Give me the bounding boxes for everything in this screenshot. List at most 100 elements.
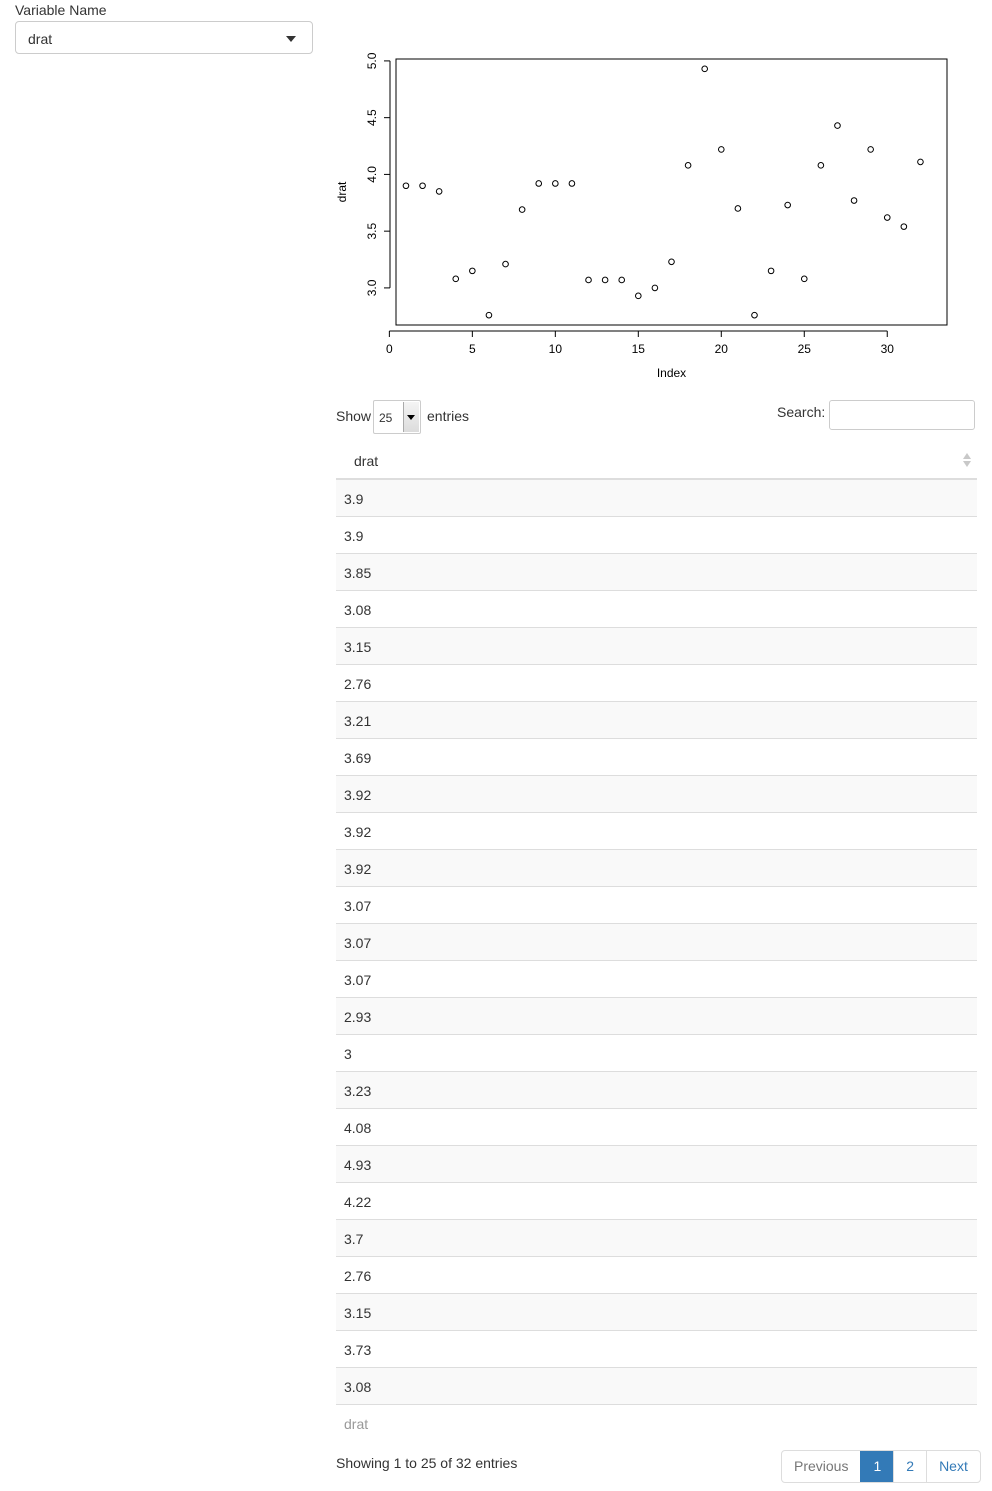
data-point <box>668 258 675 266</box>
table-row: 3.23 <box>336 1072 977 1109</box>
data-point <box>585 276 592 284</box>
table-body: 3.9 3.9 3.85 3.08 3.15 2.76 3.21 3.69 3.92 3.92 3.… <box>336 480 977 1405</box>
data-point <box>850 197 858 204</box>
table-row: 3.92 <box>336 850 977 887</box>
x-tick-label: 30 <box>881 342 895 356</box>
table-cell: 3.07 <box>344 972 372 988</box>
page-button-1[interactable]: 1 <box>860 1451 894 1482</box>
chevron-down-icon <box>286 36 296 42</box>
table-cell: 3.92 <box>344 787 372 803</box>
table-cell: 3.7 <box>344 1231 364 1247</box>
table-row: 3.07 <box>336 924 977 961</box>
table-cell: 3.92 <box>344 824 372 840</box>
table-cell: 4.22 <box>344 1194 372 1210</box>
data-point <box>734 205 742 212</box>
search-input[interactable] <box>829 400 975 430</box>
x-tick-label: 5 <box>469 342 476 356</box>
table-cell: 3.9 <box>344 528 364 544</box>
table-cell: 3.15 <box>344 639 372 655</box>
table-cell: 3.92 <box>344 861 372 877</box>
show-label: Show <box>336 408 372 424</box>
table-cell: 3.07 <box>344 935 372 951</box>
data-point <box>817 162 825 169</box>
table-row: 3.08 <box>336 591 977 628</box>
x-tick-label: 25 <box>798 342 812 356</box>
data-point <box>917 158 924 166</box>
table-cell: 2.93 <box>344 1009 372 1025</box>
variable-select-value: drat <box>28 31 53 47</box>
data-point <box>518 206 526 213</box>
data-point <box>469 267 476 275</box>
y-tick-label: 4.5 <box>365 109 379 126</box>
variable-name-label: Variable Name <box>15 2 107 18</box>
data-point <box>452 275 460 283</box>
data-point <box>502 260 509 268</box>
table-cell: 3.85 <box>344 565 372 581</box>
table-row: 4.08 <box>336 1109 977 1146</box>
table-cell: 4.08 <box>344 1120 372 1136</box>
table-cell: 3.15 <box>344 1305 372 1321</box>
scatter-plot: 0 5 10 15 20 25 30 3.0 3.5 4.0 4.5 5.0 Index drat <box>336 52 948 380</box>
table-cell: 3.73 <box>344 1342 372 1358</box>
variable-select[interactable]: drat <box>15 21 313 54</box>
table-row: 3.07 <box>336 887 977 924</box>
table-cell: 3.21 <box>344 713 372 729</box>
data-point <box>883 214 891 221</box>
data-point <box>784 201 791 209</box>
y-tick-label: 4.0 <box>365 166 379 183</box>
page-length-select[interactable]: 25 <box>373 400 421 434</box>
data-point <box>601 276 609 284</box>
pagination: Previous 1 2 Next <box>781 1450 981 1483</box>
table-cell: 3.23 <box>344 1083 372 1099</box>
previous-button[interactable]: Previous <box>794 1458 849 1474</box>
data-point <box>535 180 543 187</box>
column-header-label: drat <box>354 453 379 469</box>
table-cell: 3.9 <box>344 491 364 507</box>
data-table: drat 3.9 3.9 3.85 3.08 3.15 2.76 3.21 3.69 3.92 3… <box>336 442 977 1441</box>
table-info: Showing 1 to 25 of 32 entries <box>336 1455 518 1471</box>
table-row: 3 <box>336 1035 977 1072</box>
x-axis-label: Index <box>657 366 686 380</box>
table-row: 3.15 <box>336 1294 977 1331</box>
table-row: 3.85 <box>336 554 977 591</box>
footer-column-label: drat <box>344 1416 369 1432</box>
table-cell: 3.08 <box>344 1379 372 1395</box>
data-point <box>834 122 841 129</box>
sort-icon <box>962 453 972 469</box>
x-tick-label: 0 <box>386 342 393 356</box>
table-cell: 3.69 <box>344 750 372 766</box>
table-row: 2.76 <box>336 1257 977 1294</box>
data-point <box>701 65 708 73</box>
y-tick-label: 3.0 <box>365 279 379 296</box>
table-row: 3.15 <box>336 628 977 665</box>
data-point <box>867 146 874 153</box>
data-point <box>618 276 626 284</box>
table-row: 3.92 <box>336 776 977 813</box>
table-row: 3.9 <box>336 517 977 554</box>
data-point <box>717 146 725 153</box>
table-cell: 3.07 <box>344 898 372 914</box>
table-cell: 3 <box>344 1046 352 1062</box>
table-cell: 2.76 <box>344 676 372 692</box>
entries-label: entries <box>427 408 470 424</box>
table-cell: 4.93 <box>344 1157 372 1173</box>
y-tick-label: 3.5 <box>365 222 379 239</box>
data-point <box>552 180 559 187</box>
data-point <box>900 223 908 230</box>
data-point <box>751 311 758 319</box>
table-row: 3.69 <box>336 739 977 776</box>
table-footer: drat <box>336 1405 977 1441</box>
column-header-drat[interactable]: drat <box>336 442 977 480</box>
y-axis-label: drat <box>336 181 349 202</box>
plot-frame <box>395 58 948 326</box>
data-point <box>568 180 576 187</box>
table-row: 4.22 <box>336 1183 977 1220</box>
search-label: Search: <box>777 404 826 420</box>
x-tick-label: 15 <box>632 342 646 356</box>
page-button-2[interactable]: 2 <box>893 1451 926 1482</box>
next-button[interactable]: Next <box>926 1451 980 1482</box>
data-point <box>485 311 493 319</box>
data-point <box>651 284 659 292</box>
data-point <box>800 275 808 283</box>
table-row: 3.73 <box>336 1331 977 1368</box>
